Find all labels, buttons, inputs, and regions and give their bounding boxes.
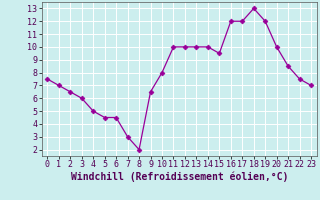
X-axis label: Windchill (Refroidissement éolien,°C): Windchill (Refroidissement éolien,°C) <box>70 172 288 182</box>
